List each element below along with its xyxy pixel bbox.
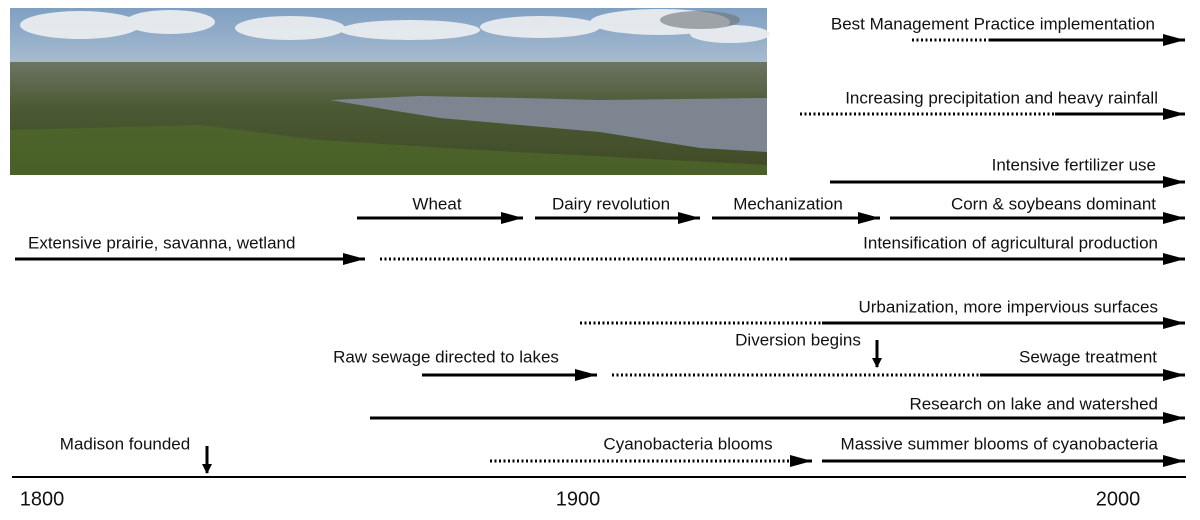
event-label: Extensive prairie, savanna, wetland	[28, 233, 295, 252]
event-label: Sewage treatment	[1019, 347, 1157, 366]
event-label: Intensification of agricultural producti…	[863, 233, 1158, 252]
landscape-photo	[10, 8, 770, 175]
year-label: 1900	[556, 488, 601, 510]
event-label: Urbanization, more impervious surfaces	[858, 297, 1158, 316]
event-label: Increasing precipitation and heavy rainf…	[845, 88, 1158, 107]
year-label: 1800	[20, 488, 65, 510]
event-label: Diversion begins	[735, 330, 861, 349]
event-label: Raw sewage directed to lakes	[333, 347, 559, 366]
event-label: Mechanization	[733, 194, 843, 213]
event-label: Wheat	[412, 194, 461, 213]
event-label: Research on lake and watershed	[909, 394, 1158, 413]
event-label: Madison founded	[60, 434, 190, 453]
event-label: Intensive fertilizer use	[992, 155, 1156, 174]
event-label: Corn & soybeans dominant	[951, 194, 1156, 213]
event-label: Massive summer blooms of cyanobacteria	[841, 434, 1159, 453]
year-label: 2000	[1096, 488, 1141, 510]
event-label: Cyanobacteria blooms	[603, 434, 772, 453]
event-label: Best Management Practice implementation	[831, 14, 1155, 33]
event-label: Dairy revolution	[552, 194, 670, 213]
